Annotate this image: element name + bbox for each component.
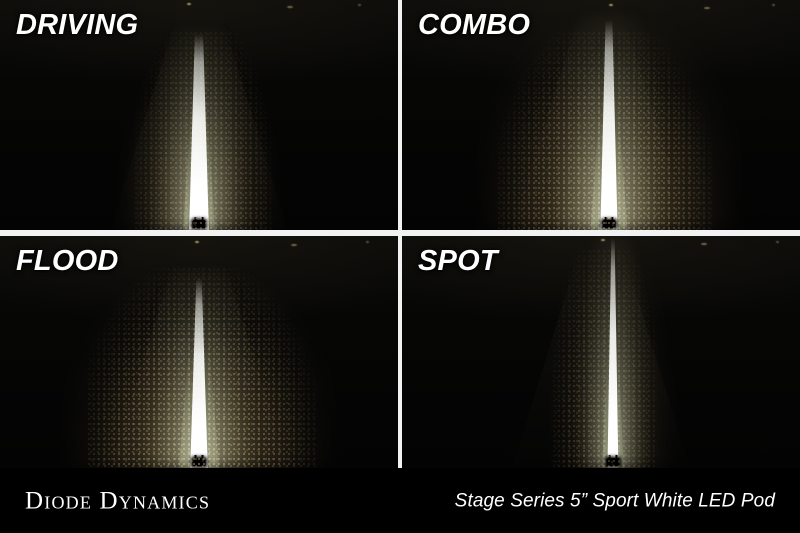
horizon-light-dot bbox=[358, 4, 362, 6]
product-caption: Stage Series 5” Sport White LED Pod bbox=[454, 490, 775, 511]
horizon-light-dot bbox=[195, 241, 200, 243]
beam-photo-grid: DRIVING COMBO bbox=[0, 0, 800, 468]
panel-label-flood: FLOOD bbox=[16, 245, 119, 277]
horizon-light-dot bbox=[366, 241, 370, 243]
footer-bar: Diode Dynamics Stage Series 5” Sport Whi… bbox=[0, 468, 800, 533]
horizon-light-dot bbox=[286, 6, 293, 8]
vertical-divider bbox=[398, 0, 402, 468]
panel-label-spot: SPOT bbox=[418, 245, 498, 277]
beam-panel-spot[interactable]: SPOT bbox=[402, 236, 800, 468]
horizon-light-dot bbox=[187, 3, 192, 5]
beam-panel-flood[interactable]: FLOOD bbox=[0, 236, 398, 468]
gravel-texture bbox=[553, 249, 657, 468]
horizon-light-dot bbox=[608, 4, 613, 6]
beam-core bbox=[189, 34, 209, 230]
horizon-light-dot bbox=[772, 4, 776, 6]
horizon-light-dot bbox=[290, 244, 297, 246]
led-pod-silhouette bbox=[192, 217, 206, 228]
gravel-texture bbox=[135, 32, 271, 230]
beam-panel-driving[interactable]: DRIVING bbox=[0, 0, 398, 230]
panel-label-driving: DRIVING bbox=[16, 9, 139, 41]
beam-panel-combo[interactable]: COMBO bbox=[402, 0, 800, 230]
gravel-texture bbox=[87, 268, 319, 468]
panel-label-combo: COMBO bbox=[418, 9, 531, 41]
led-pod-silhouette bbox=[606, 455, 620, 466]
beam-core bbox=[607, 238, 619, 468]
brand-wordmark: Diode Dynamics bbox=[25, 487, 211, 514]
horizon-light-dot bbox=[704, 7, 711, 9]
horizon-light-dot bbox=[776, 241, 780, 243]
horizon-light-dot bbox=[700, 243, 707, 245]
gravel-texture bbox=[497, 32, 713, 230]
